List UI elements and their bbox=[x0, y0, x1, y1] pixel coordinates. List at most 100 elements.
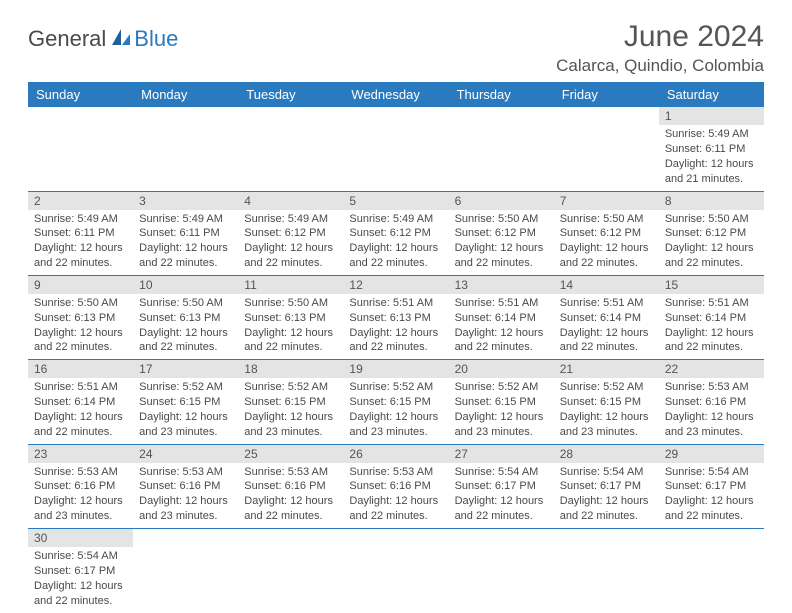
day-details: Sunrise: 5:49 AMSunset: 6:11 PMDaylight:… bbox=[659, 125, 764, 190]
daylight-text: Daylight: 12 hours bbox=[560, 410, 653, 425]
daylight-text: and 22 minutes. bbox=[139, 340, 232, 355]
calendar-cell: 28Sunrise: 5:54 AMSunset: 6:17 PMDayligh… bbox=[554, 444, 659, 528]
day-number: 3 bbox=[133, 192, 238, 210]
day-number: 4 bbox=[238, 192, 343, 210]
day-header: Saturday bbox=[659, 82, 764, 107]
daylight-text: Daylight: 12 hours bbox=[139, 410, 232, 425]
calendar-cell: 21Sunrise: 5:52 AMSunset: 6:15 PMDayligh… bbox=[554, 360, 659, 444]
calendar-cell: 15Sunrise: 5:51 AMSunset: 6:14 PMDayligh… bbox=[659, 275, 764, 359]
sunrise-text: Sunrise: 5:51 AM bbox=[349, 296, 442, 311]
daylight-text: and 22 minutes. bbox=[665, 256, 758, 271]
day-number: 19 bbox=[343, 360, 448, 378]
calendar-cell bbox=[343, 529, 448, 613]
sunset-text: Sunset: 6:13 PM bbox=[349, 311, 442, 326]
calendar-cell: 29Sunrise: 5:54 AMSunset: 6:17 PMDayligh… bbox=[659, 444, 764, 528]
sunrise-text: Sunrise: 5:53 AM bbox=[665, 380, 758, 395]
calendar-row: 1Sunrise: 5:49 AMSunset: 6:11 PMDaylight… bbox=[28, 107, 764, 191]
calendar-cell: 10Sunrise: 5:50 AMSunset: 6:13 PMDayligh… bbox=[133, 275, 238, 359]
calendar-cell: 4Sunrise: 5:49 AMSunset: 6:12 PMDaylight… bbox=[238, 191, 343, 275]
calendar-cell: 13Sunrise: 5:51 AMSunset: 6:14 PMDayligh… bbox=[449, 275, 554, 359]
sunset-text: Sunset: 6:14 PM bbox=[560, 311, 653, 326]
day-number: 30 bbox=[28, 529, 133, 547]
day-details: Sunrise: 5:50 AMSunset: 6:13 PMDaylight:… bbox=[28, 294, 133, 359]
day-number: 6 bbox=[449, 192, 554, 210]
daylight-text: and 23 minutes. bbox=[455, 425, 548, 440]
daylight-text: Daylight: 12 hours bbox=[455, 241, 548, 256]
sunrise-text: Sunrise: 5:49 AM bbox=[139, 212, 232, 227]
day-number: 10 bbox=[133, 276, 238, 294]
sunset-text: Sunset: 6:11 PM bbox=[34, 226, 127, 241]
day-details: Sunrise: 5:54 AMSunset: 6:17 PMDaylight:… bbox=[28, 547, 133, 612]
daylight-text: Daylight: 12 hours bbox=[665, 410, 758, 425]
calendar-cell bbox=[449, 529, 554, 613]
day-details: Sunrise: 5:51 AMSunset: 6:13 PMDaylight:… bbox=[343, 294, 448, 359]
day-details: Sunrise: 5:51 AMSunset: 6:14 PMDaylight:… bbox=[554, 294, 659, 359]
day-details: Sunrise: 5:52 AMSunset: 6:15 PMDaylight:… bbox=[133, 378, 238, 443]
sunset-text: Sunset: 6:17 PM bbox=[665, 479, 758, 494]
day-details: Sunrise: 5:49 AMSunset: 6:12 PMDaylight:… bbox=[238, 210, 343, 275]
logo-text-general: General bbox=[28, 26, 106, 52]
calendar-cell: 3Sunrise: 5:49 AMSunset: 6:11 PMDaylight… bbox=[133, 191, 238, 275]
day-details: Sunrise: 5:54 AMSunset: 6:17 PMDaylight:… bbox=[554, 463, 659, 528]
sunrise-text: Sunrise: 5:53 AM bbox=[139, 465, 232, 480]
day-number: 14 bbox=[554, 276, 659, 294]
sunset-text: Sunset: 6:17 PM bbox=[455, 479, 548, 494]
calendar-cell: 17Sunrise: 5:52 AMSunset: 6:15 PMDayligh… bbox=[133, 360, 238, 444]
sunset-text: Sunset: 6:16 PM bbox=[139, 479, 232, 494]
calendar-row: 16Sunrise: 5:51 AMSunset: 6:14 PMDayligh… bbox=[28, 360, 764, 444]
sunset-text: Sunset: 6:15 PM bbox=[560, 395, 653, 410]
daylight-text: and 22 minutes. bbox=[34, 340, 127, 355]
calendar-row: 23Sunrise: 5:53 AMSunset: 6:16 PMDayligh… bbox=[28, 444, 764, 528]
sunrise-text: Sunrise: 5:50 AM bbox=[244, 296, 337, 311]
sunrise-text: Sunrise: 5:50 AM bbox=[665, 212, 758, 227]
sunrise-text: Sunrise: 5:52 AM bbox=[455, 380, 548, 395]
sunset-text: Sunset: 6:16 PM bbox=[665, 395, 758, 410]
sunrise-text: Sunrise: 5:54 AM bbox=[665, 465, 758, 480]
calendar-cell: 8Sunrise: 5:50 AMSunset: 6:12 PMDaylight… bbox=[659, 191, 764, 275]
day-details: Sunrise: 5:51 AMSunset: 6:14 PMDaylight:… bbox=[28, 378, 133, 443]
calendar-cell: 20Sunrise: 5:52 AMSunset: 6:15 PMDayligh… bbox=[449, 360, 554, 444]
sunrise-text: Sunrise: 5:52 AM bbox=[244, 380, 337, 395]
sunset-text: Sunset: 6:12 PM bbox=[244, 226, 337, 241]
daylight-text: Daylight: 12 hours bbox=[455, 494, 548, 509]
daylight-text: Daylight: 12 hours bbox=[665, 326, 758, 341]
calendar-cell: 23Sunrise: 5:53 AMSunset: 6:16 PMDayligh… bbox=[28, 444, 133, 528]
sunset-text: Sunset: 6:12 PM bbox=[665, 226, 758, 241]
sunrise-text: Sunrise: 5:50 AM bbox=[455, 212, 548, 227]
daylight-text: and 22 minutes. bbox=[349, 509, 442, 524]
day-details: Sunrise: 5:51 AMSunset: 6:14 PMDaylight:… bbox=[449, 294, 554, 359]
day-header: Sunday bbox=[28, 82, 133, 107]
day-header: Monday bbox=[133, 82, 238, 107]
day-number: 24 bbox=[133, 445, 238, 463]
daylight-text: Daylight: 12 hours bbox=[560, 326, 653, 341]
day-number: 12 bbox=[343, 276, 448, 294]
sunrise-text: Sunrise: 5:54 AM bbox=[560, 465, 653, 480]
sunrise-text: Sunrise: 5:50 AM bbox=[34, 296, 127, 311]
calendar-cell: 9Sunrise: 5:50 AMSunset: 6:13 PMDaylight… bbox=[28, 275, 133, 359]
calendar-cell: 1Sunrise: 5:49 AMSunset: 6:11 PMDaylight… bbox=[659, 107, 764, 191]
sunrise-text: Sunrise: 5:53 AM bbox=[244, 465, 337, 480]
sunrise-text: Sunrise: 5:49 AM bbox=[34, 212, 127, 227]
month-title: June 2024 bbox=[556, 20, 764, 54]
calendar-cell bbox=[133, 107, 238, 191]
calendar-cell: 26Sunrise: 5:53 AMSunset: 6:16 PMDayligh… bbox=[343, 444, 448, 528]
day-number: 25 bbox=[238, 445, 343, 463]
daylight-text: and 23 minutes. bbox=[139, 509, 232, 524]
calendar-cell bbox=[343, 107, 448, 191]
calendar-row: 2Sunrise: 5:49 AMSunset: 6:11 PMDaylight… bbox=[28, 191, 764, 275]
sunset-text: Sunset: 6:14 PM bbox=[34, 395, 127, 410]
sunset-text: Sunset: 6:12 PM bbox=[560, 226, 653, 241]
calendar-body: 1Sunrise: 5:49 AMSunset: 6:11 PMDaylight… bbox=[28, 107, 764, 613]
calendar-head: Sunday Monday Tuesday Wednesday Thursday… bbox=[28, 82, 764, 107]
sunrise-text: Sunrise: 5:51 AM bbox=[455, 296, 548, 311]
daylight-text: and 22 minutes. bbox=[560, 509, 653, 524]
sunrise-text: Sunrise: 5:49 AM bbox=[244, 212, 337, 227]
calendar-cell: 22Sunrise: 5:53 AMSunset: 6:16 PMDayligh… bbox=[659, 360, 764, 444]
daylight-text: Daylight: 12 hours bbox=[349, 410, 442, 425]
sunset-text: Sunset: 6:14 PM bbox=[665, 311, 758, 326]
calendar-row: 9Sunrise: 5:50 AMSunset: 6:13 PMDaylight… bbox=[28, 275, 764, 359]
sunrise-text: Sunrise: 5:52 AM bbox=[560, 380, 653, 395]
daylight-text: and 22 minutes. bbox=[244, 340, 337, 355]
daylight-text: and 22 minutes. bbox=[34, 594, 127, 609]
day-details: Sunrise: 5:53 AMSunset: 6:16 PMDaylight:… bbox=[133, 463, 238, 528]
